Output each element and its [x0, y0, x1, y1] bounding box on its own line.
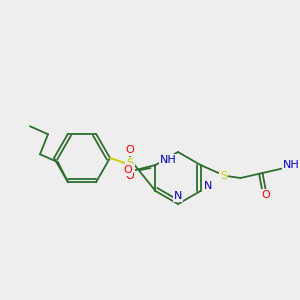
Text: S: S	[220, 171, 227, 181]
Text: O: O	[261, 190, 270, 200]
Text: O: O	[123, 165, 132, 175]
Text: S: S	[126, 158, 134, 168]
Text: N: N	[204, 181, 213, 191]
Text: O: O	[126, 145, 134, 155]
Text: NH: NH	[283, 160, 300, 170]
Text: N: N	[174, 191, 182, 201]
Text: NH: NH	[160, 155, 176, 165]
Text: O: O	[126, 171, 134, 181]
